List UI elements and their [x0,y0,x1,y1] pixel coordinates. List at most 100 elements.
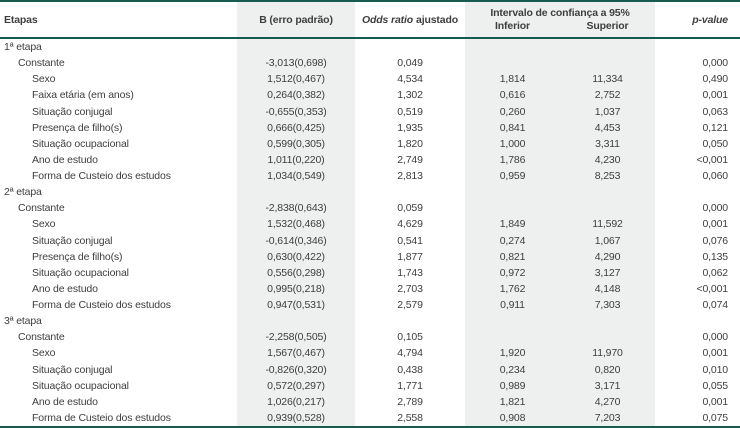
table-row: Sexo 1,512(0,467) 4,534 1,814 11,334 0,490 [0,71,740,88]
table-row: Forma de Custeio dos estudos 1,034(0,549)… [0,168,740,185]
p-cell: 0,000 [702,331,728,344]
ci-upper-cell: 4,230 [560,151,655,168]
ci-lower-cell: 1,849 [465,216,560,233]
p-cell: 0,050 [702,137,728,150]
odds-cell: 0,105 [397,331,423,344]
row-label: Constante [18,202,65,215]
ci-upper-cell: 11,970 [560,345,655,362]
b-cell: 0,556(0,298) [237,264,355,281]
table-row: Situação conjugal -0,614(0,346) 0,541 0,274… [0,232,740,249]
col-header-odds-ratio: Odds ratio ajustado [355,2,465,37]
ci-lower-cell [465,200,560,217]
p-cell: 0,001 [702,218,728,231]
b-cell: 0,630(0,422) [237,248,355,265]
table-row: Constante -2,258(0,505) 0,105 0,000 [0,329,740,346]
ci-lower-cell [465,39,560,56]
p-cell: 0,076 [702,234,728,247]
ci-upper-cell: 4,270 [560,393,655,410]
row-label: Faixa etária (em anos) [32,89,134,102]
ci-upper-cell: 3,171 [560,377,655,394]
odds-cell: 1,877 [397,250,423,263]
odds-cell: 0,049 [397,57,423,70]
ci-lower-cell [465,329,560,346]
row-label: Situação conjugal [32,234,113,247]
ci-lower-cell: 0,616 [465,87,560,104]
table-row: Ano de estudo 0,995(0,218) 2,703 1,762 4,148… [0,280,740,297]
odds-cell: 2,749 [397,153,423,166]
b-cell: -3,013(0,698) [237,55,355,72]
row-label: Sexo [32,347,56,360]
p-cell: 0,001 [702,347,728,360]
p-cell: <0,001 [696,282,728,295]
b-cell: 0,995(0,218) [237,280,355,297]
odds-cell: 1,771 [397,379,423,392]
b-cell [237,313,355,330]
odds-cell: 4,629 [397,218,423,231]
ci-lower-cell: 0,234 [465,361,560,378]
ci-upper-cell: 1,037 [560,103,655,120]
section-row: 1ª etapa [0,39,740,56]
ci-upper-cell: 4,453 [560,119,655,136]
odds-ratio-label-rest: ajustado [416,13,458,26]
p-cell [655,39,740,55]
section-label: 3ª etapa [4,315,42,328]
ci-upper-cell: 4,148 [560,280,655,297]
ci-lower-cell: 1,786 [465,151,560,168]
b-cell: -2,838(0,643) [237,200,355,217]
ci-upper-cell: 7,303 [560,297,655,314]
ci-upper-cell [560,184,655,201]
table-row: Sexo 1,532(0,468) 4,629 1,849 11,592 0,001 [0,216,740,233]
table-row: Situação ocupacional 0,556(0,298) 1,743 0,9… [0,264,740,281]
col-header-ci-upper: Superior [586,20,629,32]
odds-cell: 2,813 [397,170,423,183]
row-label: Situação conjugal [32,105,113,118]
row-label: Constante [18,57,65,70]
section-row: 3ª etapa [0,313,740,330]
b-cell: 1,026(0,217) [237,393,355,410]
ci-lower-cell: 1,821 [465,393,560,410]
ci-lower-cell: 0,959 [465,168,560,185]
row-label: Sexo [32,218,56,231]
table-row: Faixa etária (em anos) 0,264(0,382) 1,302 0… [0,87,740,104]
b-cell: -0,655(0,353) [237,103,355,120]
p-cell: 0,055 [702,379,728,392]
table-row: Presença de filho(s) 0,630(0,422) 1,877 0,8… [0,248,740,265]
ci-upper-cell: 1,067 [560,232,655,249]
row-label: Forma de Custeio dos estudos [32,411,171,424]
p-cell: 0,490 [702,73,728,86]
table-row: Constante -3,013(0,698) 0,049 0,000 [0,55,740,72]
ci-lower-cell: 0,911 [465,297,560,314]
table-body: 1ª etapa Constante -3,013(0,698) 0,049 0,000… [0,39,740,426]
p-cell: 0,010 [702,363,728,376]
row-label: Situação ocupacional [32,266,129,279]
ci-upper-cell: 11,592 [560,216,655,233]
b-cell [237,39,355,56]
row-label: Sexo [32,73,56,86]
p-cell: 0,075 [702,411,728,424]
odds-cell: 1,743 [397,266,423,279]
ci-upper-cell: 7,203 [560,409,655,426]
header-rule [0,37,740,39]
b-cell: 0,666(0,425) [237,119,355,136]
b-cell: 1,567(0,467) [237,345,355,362]
p-cell: 0,074 [702,299,728,312]
ci-lower-cell: 0,821 [465,248,560,265]
odds-cell: 2,558 [397,411,423,424]
p-cell: 0,135 [702,250,728,263]
ci-upper-cell [560,329,655,346]
row-label: Ano de estudo [32,282,98,295]
row-label: Ano de estudo [32,153,98,166]
section-row: 2ª etapa [0,184,740,201]
section-label: 1ª etapa [4,41,42,54]
table-row: Sexo 1,567(0,467) 4,794 1,920 11,970 0,001 [0,345,740,362]
ci-lower-cell: 1,000 [465,135,560,152]
table-row: Presença de filho(s) 0,666(0,425) 1,935 0,8… [0,119,740,136]
ci-subheaders: Inferior Superior [465,20,655,32]
row-label: Ano de estudo [32,395,98,408]
bottom-rule [0,426,740,428]
table-row: Situação ocupacional 0,572(0,297) 1,771 0,9… [0,377,740,394]
ci-lower-cell [465,55,560,72]
odds-cell: 0,541 [397,234,423,247]
b-cell: 0,939(0,528) [237,409,355,426]
